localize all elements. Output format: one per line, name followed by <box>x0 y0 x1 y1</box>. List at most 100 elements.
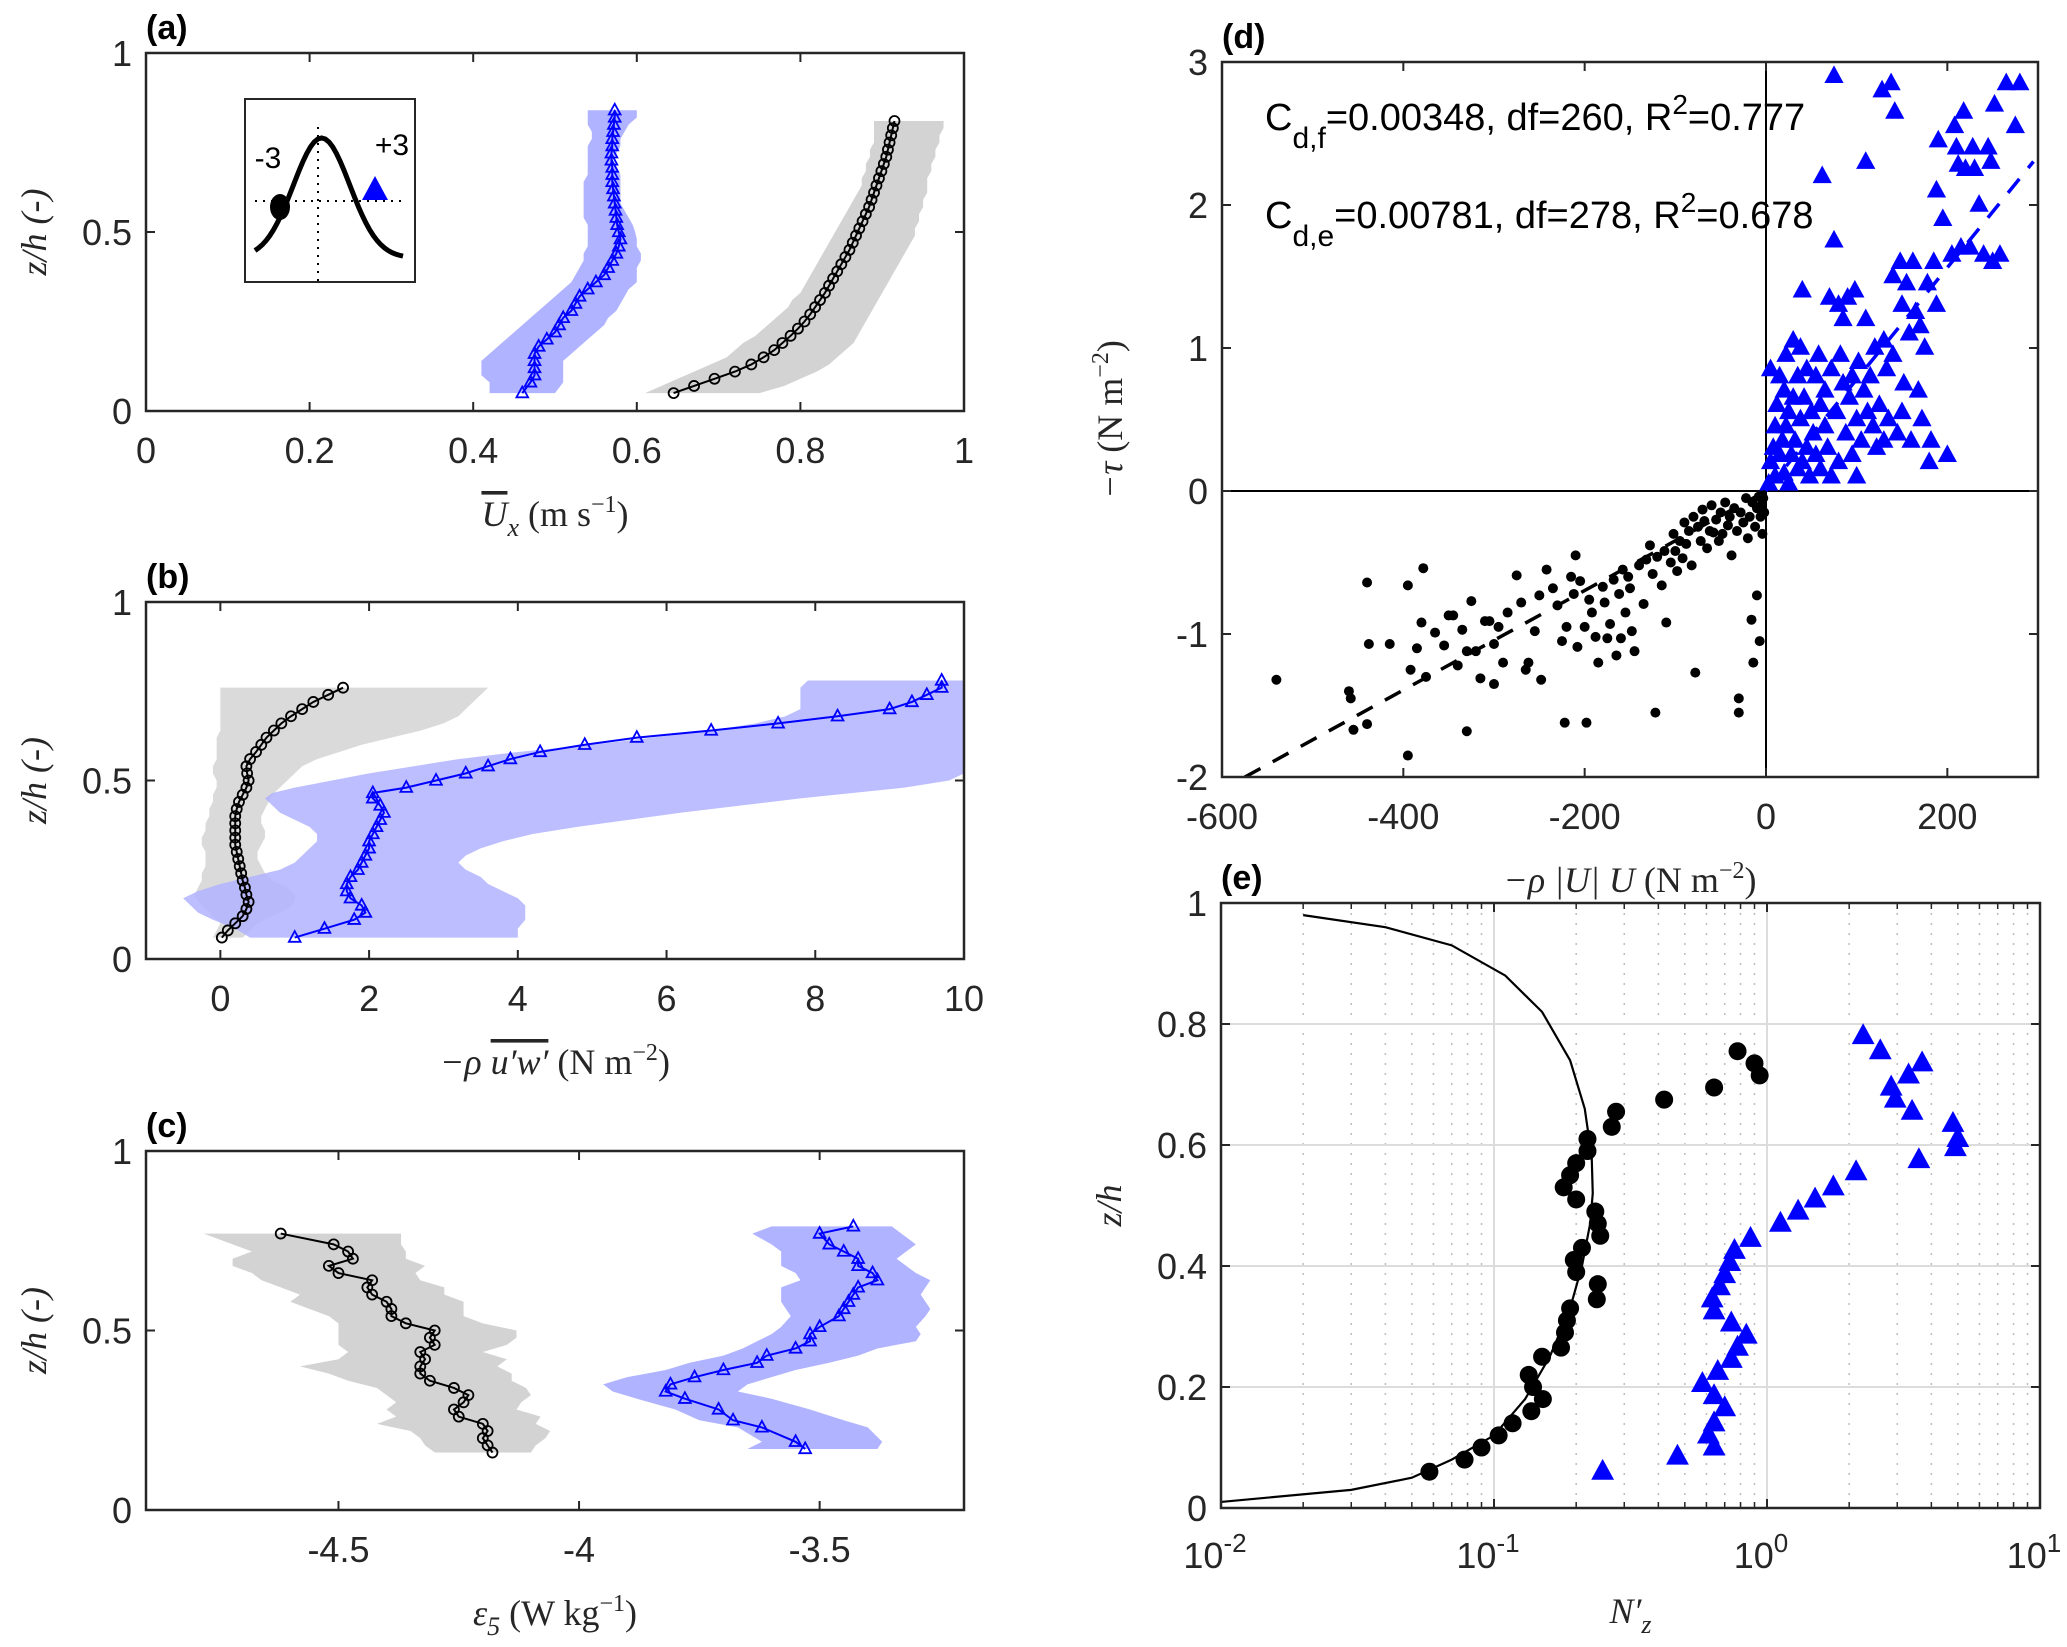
blue-triangles-point <box>1900 1098 1924 1120</box>
flood-triangles-point <box>1944 115 1965 134</box>
blue-triangles-marker <box>608 245 624 259</box>
flood-triangles-point <box>1783 329 1803 348</box>
blue-triangles-marker <box>527 359 542 374</box>
blue-triangles-marker <box>372 797 388 811</box>
blue-triangles-point <box>1719 1346 1743 1368</box>
ebb-dots-point <box>1271 674 1282 685</box>
black-circles-marker <box>242 895 255 908</box>
blue-triangles-marker <box>503 750 518 765</box>
black-circles-line <box>221 686 344 939</box>
black-circles-marker <box>877 158 890 170</box>
black-circles-marker <box>853 222 866 235</box>
blue-triangles-point <box>1713 1395 1737 1417</box>
ebb-dots-point <box>1597 581 1608 592</box>
ebb-dots-point <box>1561 621 1572 632</box>
blue-triangles-marker <box>398 779 414 793</box>
black-circles-marker <box>385 1310 398 1323</box>
ebb-dots-point <box>1626 626 1637 637</box>
panel-d: Cd,f=0.00348, df=260, R2=0.777 Cd,e=0.007… <box>1088 18 2040 900</box>
ebb-dots-point <box>1748 657 1759 668</box>
black-circles-marker <box>268 724 280 737</box>
blue-triangles-marker <box>687 1368 702 1383</box>
black-circles-marker <box>229 824 242 837</box>
black-circles-marker <box>322 688 335 701</box>
blue-triangles-marker <box>361 839 377 854</box>
black-circles-marker <box>667 387 680 400</box>
ebb-dots-point <box>1536 674 1547 685</box>
blue-triangles-marker <box>802 1325 818 1340</box>
blue-triangles-marker <box>596 266 612 281</box>
flood-triangles-point <box>1878 408 1899 427</box>
panel-e: 10-2 10-1 100 101 0 0.2 0.4 0.6 0.8 1 (e) N′z z/h <box>1089 859 2061 1639</box>
blue-triangles-marker <box>604 130 620 145</box>
ebb-dots-point <box>1439 640 1450 651</box>
ebb-dots-point <box>1731 526 1742 537</box>
ebb-dots-point <box>1661 617 1672 628</box>
black-circles-marker <box>875 165 888 178</box>
blue-triangles-point <box>1726 1334 1749 1356</box>
blue-triangles-marker <box>934 679 950 693</box>
ebb-dots-point <box>1568 588 1579 599</box>
ebb-dots-point <box>1599 597 1610 608</box>
blue-triangles-marker <box>836 1300 852 1315</box>
ebb-dots-point <box>1523 657 1534 668</box>
ebb-dots-point <box>1677 553 1688 564</box>
black-circles-marker <box>865 193 878 206</box>
y-tick-label: -1 <box>1176 614 1208 655</box>
blue-triangles-marker <box>358 847 373 861</box>
flood-triangles-point <box>1776 415 1796 434</box>
ebb-dots-point <box>1690 667 1701 678</box>
blue-triangles-point <box>1713 1262 1737 1284</box>
black-circles-marker <box>423 1374 436 1387</box>
flood-triangles-point <box>1818 437 1838 455</box>
black-dots-point <box>1602 1117 1621 1136</box>
ebb-dots-point <box>1362 719 1373 730</box>
y-tick-label: 0.5 <box>82 1311 132 1352</box>
ebb-dots-point <box>1602 633 1613 644</box>
blue-triangles-marker <box>611 237 627 252</box>
flood-triangles-point <box>1963 136 1983 155</box>
blue-triangles-marker <box>609 216 625 230</box>
blue-triangles-point <box>1844 1159 1868 1181</box>
ebb-dots-point <box>1681 538 1692 549</box>
black-dots-point <box>1705 1078 1724 1097</box>
blue-triangles-marker <box>532 743 548 758</box>
blue-triangles-marker <box>531 338 547 352</box>
ebb-dots-point <box>1650 707 1661 718</box>
ebb-dots-point <box>1746 614 1757 625</box>
fit-annotation: Cd,f=0.00348, df=260, R2=0.777 <box>1265 89 1805 155</box>
blue-triangles-marker <box>850 1257 866 1272</box>
ebb-dots-point <box>1708 527 1719 538</box>
x-axis-label: N′z <box>1608 1591 1651 1639</box>
black-dots-point <box>1607 1102 1626 1121</box>
black-circles-marker <box>240 888 253 901</box>
blue-triangles-point <box>1739 1225 1762 1247</box>
blue-triangles-marker <box>850 1279 866 1293</box>
black-circles-marker <box>428 1324 441 1337</box>
flood-triangles-point <box>1908 380 1928 398</box>
ebb-dots-point <box>1529 626 1540 637</box>
blue-triangles-point <box>1723 1237 1746 1259</box>
black-circles-marker <box>708 372 721 385</box>
blue-triangles-marker <box>527 345 542 359</box>
blue-triangles-point <box>1868 1038 1892 1060</box>
blue-triangles-marker <box>604 152 619 166</box>
ebb-dots-point <box>1686 560 1697 571</box>
blue-triangles-marker <box>831 1307 847 1322</box>
x-tick-label: -200 <box>1549 796 1621 837</box>
blue-triangles-marker <box>580 280 596 295</box>
black-dots-point <box>1561 1299 1580 1318</box>
black-dots-point <box>1728 1042 1747 1061</box>
blue-triangles-point <box>1702 1434 1726 1456</box>
black-circles-marker <box>886 122 899 135</box>
blue-triangles-marker <box>770 715 786 729</box>
blue-triangles-marker <box>339 875 355 890</box>
ebb-dots-point <box>1638 598 1649 609</box>
blue-triangles-point <box>1702 1298 1726 1320</box>
flood-triangles-point <box>1790 337 1811 355</box>
flood-triangles-point <box>1806 365 1826 384</box>
ebb-dots-point <box>1593 657 1604 668</box>
x-axis-label: −ρ |U| U (N m−2) <box>1504 858 1757 900</box>
blue-triangles-marker <box>607 101 623 116</box>
flood-triangles-point <box>1821 465 1841 484</box>
